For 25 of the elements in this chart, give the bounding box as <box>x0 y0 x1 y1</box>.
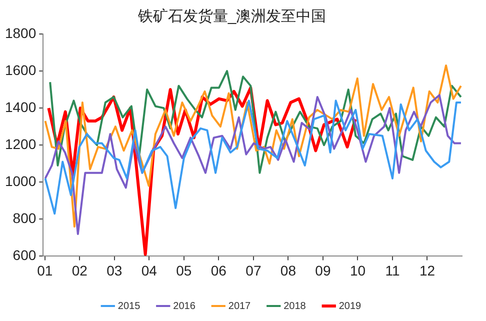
x-tick-label: 08 <box>280 262 296 278</box>
y-tick-label: 1200 <box>4 136 36 152</box>
legend-label: 2018 <box>284 300 306 312</box>
x-tick-label: 06 <box>210 262 227 278</box>
x-tick-label: 11 <box>385 262 400 278</box>
y-tick-label: 1600 <box>4 62 36 78</box>
legend-label: 2016 <box>173 300 196 312</box>
y-tick-label: 800 <box>12 210 36 226</box>
y-tick-label: 600 <box>12 247 36 264</box>
x-tick-label: 02 <box>72 262 88 278</box>
legend-label: 2017 <box>228 300 252 312</box>
x-tick-label: 01 <box>37 262 53 278</box>
x-tick-label: 03 <box>106 262 122 278</box>
y-tick-label: 1800 <box>4 24 36 41</box>
y-tick-label: 1000 <box>4 172 36 189</box>
x-tick-label: 12 <box>419 262 436 278</box>
x-tick-label: 10 <box>350 262 366 278</box>
y-tick-label: 1400 <box>4 98 36 115</box>
x-tick-label: 04 <box>141 262 158 278</box>
chart-title: 铁矿石发货量_澳洲发至中国 <box>136 8 326 26</box>
legend-label: 2015 <box>118 300 141 312</box>
x-tick-label: 07 <box>246 262 262 278</box>
x-tick-label: 05 <box>176 262 192 278</box>
x-tick-label: 09 <box>315 262 331 278</box>
legend-label: 2019 <box>338 300 362 312</box>
